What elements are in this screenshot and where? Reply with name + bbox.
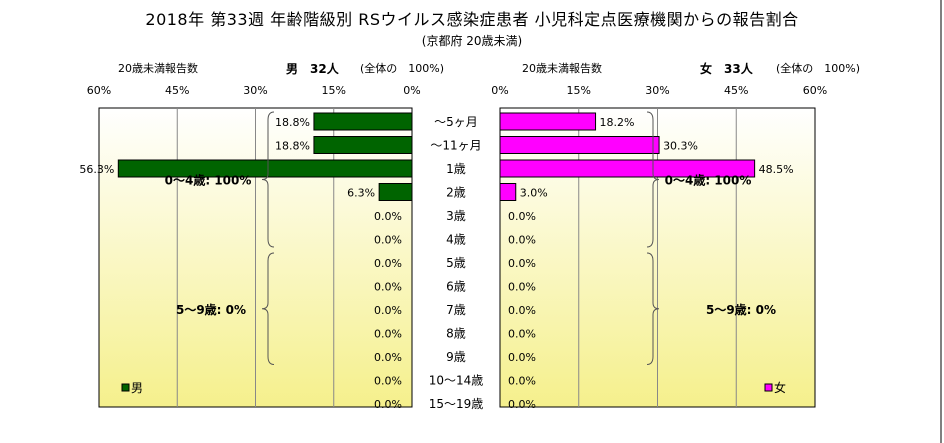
male-count-header: 男 32人 [286, 60, 339, 77]
female-tick-label: 0% [491, 84, 508, 97]
female-value-label: 0.0% [508, 234, 536, 247]
male-value-label: 18.8% [275, 140, 310, 153]
female-value-label: 30.3% [663, 140, 698, 153]
male-total-note: (全体の 100%) [360, 62, 445, 75]
male-tick-label: 30% [243, 84, 267, 97]
male-value-label: 0.0% [374, 304, 402, 317]
male-value-label: 0.0% [374, 210, 402, 223]
female-legend-swatch [764, 383, 773, 392]
male-count: 男 32人 [286, 62, 339, 76]
male-value-label: 0.0% [374, 375, 402, 388]
male-tick-label: 60% [87, 84, 111, 97]
female-bar [499, 183, 517, 201]
female-value-label: 0.0% [508, 281, 536, 294]
male-value-label: 0.0% [374, 234, 402, 247]
female-annotation-5-9: 5〜9歳: 0% [706, 302, 776, 317]
female-total-note: (全体の 100%) [776, 62, 861, 75]
male-value-label: 0.0% [374, 281, 402, 294]
male-tick-label: 15% [322, 84, 346, 97]
age-category-label: 15〜19歳 [429, 397, 484, 411]
male-brace-0-4 [261, 111, 275, 248]
female-value-label: 0.0% [508, 304, 536, 317]
male-value-label: 0.0% [374, 328, 402, 341]
female-value-label: 18.2% [600, 116, 635, 129]
male-value-label: 56.3% [79, 163, 114, 176]
male-legend-label: 男 [131, 381, 143, 395]
female-axis-caption: 20歳未満報告数 [522, 62, 602, 75]
age-category-label: 10〜14歳 [429, 373, 484, 387]
age-category-label: 4歳 [446, 232, 466, 246]
age-category-label: 8歳 [446, 326, 466, 340]
age-category-label: 1歳 [446, 162, 466, 176]
female-value-label: 3.0% [520, 187, 548, 200]
chart-title: 2018年 第33週 年齢階級別 RSウイルス感染症患者 小児科定点医療機関から… [145, 10, 799, 29]
male-value-label: 18.8% [275, 116, 310, 129]
age-category-label: 2歳 [446, 185, 466, 199]
male-tick-label: 45% [165, 84, 189, 97]
male-bar [313, 112, 413, 131]
male-annotation-5-9: 5〜9歳: 0% [176, 302, 246, 317]
chart-subtitle: (京都府 20歳未満) [421, 34, 523, 48]
male-annotation-0-4: 0〜4歳: 100% [165, 173, 252, 188]
age-category-label: 6歳 [446, 279, 466, 293]
male-value-label: 0.0% [374, 257, 402, 270]
female-tick-label: 45% [724, 84, 748, 97]
age-category-label: 〜5ヶ月 [434, 115, 478, 129]
male-brace-5-9 [261, 252, 275, 365]
female-value-label: 0.0% [508, 257, 536, 270]
age-category-label: 3歳 [446, 209, 466, 223]
female-tick-label: 60% [803, 84, 827, 97]
male-bar [378, 183, 413, 201]
female-bar [499, 159, 756, 178]
female-count-header: 女 33人 [700, 60, 753, 77]
age-category-label: 〜11ヶ月 [430, 138, 481, 152]
male-bar [313, 136, 413, 154]
male-value-label: 6.3% [347, 187, 375, 200]
female-bar [499, 136, 660, 154]
female-value-label: 0.0% [508, 398, 536, 411]
female-brace-0-4 [646, 111, 660, 248]
male-axis-caption: 20歳未満報告数 [118, 62, 198, 75]
female-value-label: 0.0% [508, 351, 536, 364]
female-bar [499, 112, 597, 131]
age-category-label: 9歳 [446, 350, 466, 364]
male-legend-swatch [121, 383, 130, 392]
male-value-label: 0.0% [374, 398, 402, 411]
male-tick-label: 0% [403, 84, 420, 97]
male-value-label: 0.0% [374, 351, 402, 364]
female-brace-5-9 [646, 252, 660, 365]
age-category-label: 7歳 [446, 303, 466, 317]
female-annotation-0-4: 0〜4歳: 100% [665, 173, 752, 188]
age-category-label: 5歳 [446, 256, 466, 270]
female-value-label: 0.0% [508, 328, 536, 341]
female-tick-label: 30% [645, 84, 669, 97]
female-tick-label: 15% [567, 84, 591, 97]
female-legend-label: 女 [774, 380, 786, 395]
female-count: 女 33人 [700, 62, 753, 76]
female-value-label: 0.0% [508, 210, 536, 223]
male-bar [117, 159, 413, 178]
female-value-label: 48.5% [759, 163, 794, 176]
female-value-label: 0.0% [508, 375, 536, 388]
